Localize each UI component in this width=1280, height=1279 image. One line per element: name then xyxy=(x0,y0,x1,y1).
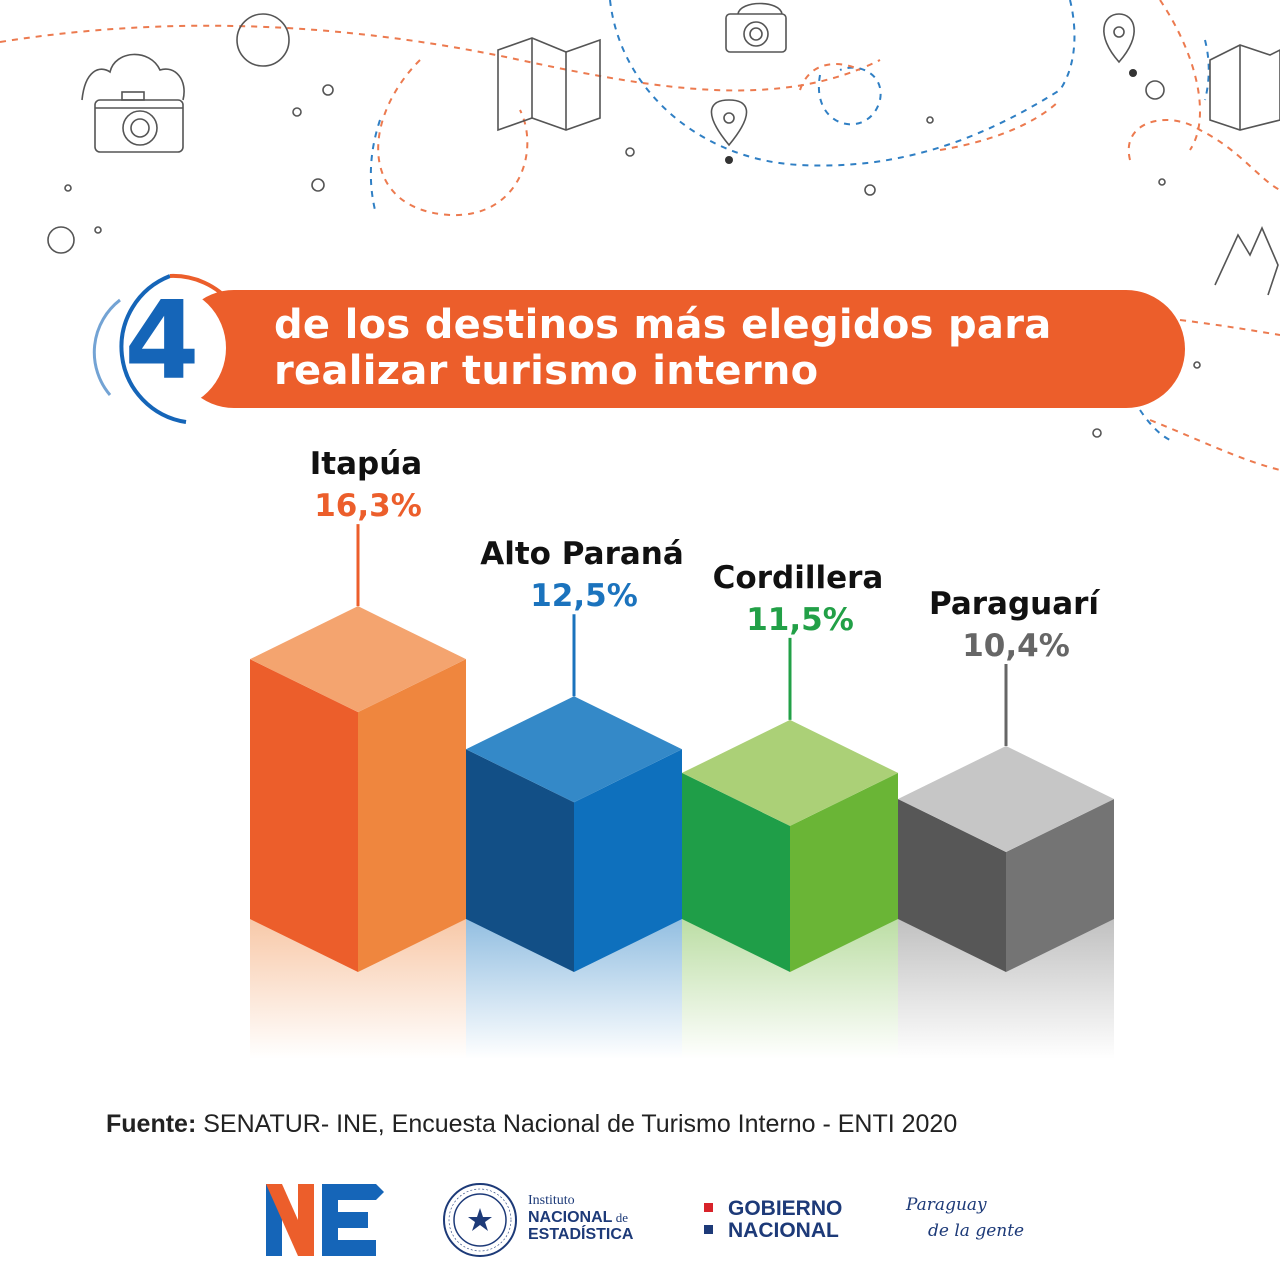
gob-line-1: GOBIERNO xyxy=(728,1197,843,1220)
bar-top-face xyxy=(682,719,898,826)
blue-square-icon xyxy=(704,1225,713,1234)
bar-3: 11,5% Cordillera xyxy=(682,560,898,1059)
ine-line-2: NACIONAL xyxy=(528,1209,613,1226)
bar-category-label: Cordillera xyxy=(713,560,884,596)
bar-right-face xyxy=(790,772,898,972)
bar-top-face xyxy=(898,746,1114,852)
bar-value-label: 10,4% xyxy=(962,628,1070,664)
bar-2: 12,5% Alto Paraná xyxy=(466,536,684,1059)
bar-top-face xyxy=(250,606,466,713)
title-line-1: de los destinos más elegidos para xyxy=(274,302,1052,348)
highlight-number: 4 xyxy=(124,279,200,404)
ine-line-2-small: de xyxy=(612,1210,628,1225)
bar-left-face xyxy=(682,772,790,972)
red-square-icon xyxy=(704,1203,713,1212)
paraguay-wordmark: Paraguay de la gente xyxy=(906,1192,1024,1244)
py-line-1: Paraguay xyxy=(906,1195,987,1215)
bar-value-label: 16,3% xyxy=(314,488,422,524)
title-line-2: realizar turismo interno xyxy=(274,348,819,394)
bar-1: 16,3% Itapúa xyxy=(250,446,466,1059)
bar-left-face xyxy=(898,799,1006,972)
ine-wordmark: Instituto NACIONAL de ESTADÍSTICA xyxy=(528,1192,633,1243)
bar-category-label: Alto Paraná xyxy=(480,536,684,572)
bar-right-face xyxy=(358,659,466,972)
gobierno-wordmark: GOBIERNO NACIONAL xyxy=(728,1198,842,1242)
seal-icon xyxy=(443,1183,517,1257)
gob-line-2: NACIONAL xyxy=(728,1219,839,1242)
source-note: Fuente: SENATUR- INE, Encuesta Nacional … xyxy=(106,1110,1206,1139)
ine-line-1: Instituto xyxy=(528,1193,575,1208)
bar-value-label: 11,5% xyxy=(746,602,854,638)
page-title: de los destinos más elegidos para realiz… xyxy=(274,302,1154,394)
logo-bar: Instituto NACIONAL de ESTADÍSTICA GOBIER… xyxy=(0,1170,1280,1270)
bar-category-label: Itapúa xyxy=(310,446,422,482)
bar-category-label: Paraguarí xyxy=(929,586,1100,622)
bar-left-face xyxy=(250,659,358,972)
bar-right-face xyxy=(1006,799,1114,972)
bar-4: 10,4% Paraguarí xyxy=(898,586,1114,1059)
bar-left-face xyxy=(466,749,574,972)
source-text: SENATUR- INE, Encuesta Nacional de Turis… xyxy=(196,1110,958,1138)
ine-logo-icon xyxy=(266,1184,384,1256)
py-line-2: de la gente xyxy=(928,1221,1025,1241)
bar-value-label: 12,5% xyxy=(530,578,638,614)
source-label: Fuente: xyxy=(106,1110,197,1138)
bar-top-face xyxy=(466,696,682,803)
ine-line-3: ESTADÍSTICA xyxy=(528,1226,634,1243)
bar-right-face xyxy=(574,749,682,972)
